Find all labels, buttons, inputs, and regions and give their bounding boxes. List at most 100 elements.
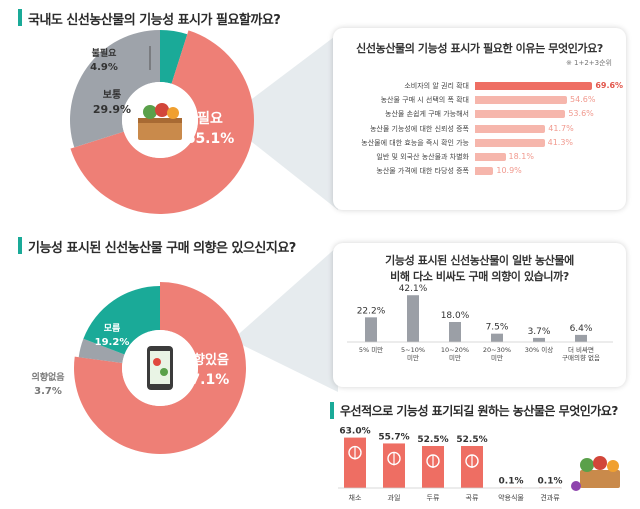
reasons-note: ※ 1+2+3순위	[565, 59, 612, 67]
reason-bar	[475, 110, 566, 119]
price-category: 30% 이상	[525, 345, 553, 354]
pie-slice-0	[70, 30, 255, 215]
reason-row: 일반 및 외국산 농산물과 차별화 18.1%	[341, 151, 621, 163]
q3-title: 우선적으로 기능성 표기되길 원하는 농산물은 무엇인가요?	[340, 404, 618, 418]
price-category: 미만	[449, 353, 461, 362]
pie-slice-1	[69, 30, 160, 148]
vegetable-basket-icon	[571, 456, 620, 491]
price-value: 42.1%	[399, 284, 428, 294]
bean-icon	[426, 454, 440, 468]
reason-row: 농산물 기능성에 대한 신뢰성 증폭 41.7%	[341, 123, 621, 135]
crop-value: 55.7%	[378, 432, 409, 442]
price-card: 기능성 표시된 신선농산물이 일반 농산물에 비해 다소 비싸도 구매 의향이 …	[333, 243, 626, 387]
price-category: 10~20%	[441, 346, 469, 354]
reason-value: 10.9%	[496, 166, 522, 176]
leaf-icon	[348, 445, 362, 460]
price-value: 18.0%	[441, 311, 470, 321]
pie-slice-0	[74, 282, 246, 454]
reason-label: 농산물 구매 시 선택의 폭 확대	[380, 96, 469, 105]
pie-value-0: 77.1%	[181, 372, 230, 388]
reason-label: 농산물 가격에 대한 타당성 증폭	[376, 167, 469, 176]
reason-label: 농산물에 대한 효능을 즉시 확인 가능	[361, 138, 469, 147]
reason-row: 농산물 손쉽게 구매 가능해서 53.6%	[341, 108, 621, 120]
reason-row: 소비자의 알 권리 확대 69.6%	[341, 80, 624, 92]
need-pie-chart: 필요 65.1% 보통 29.9% 불필요 4.9%	[69, 30, 255, 215]
reason-label: 농산물 기능성에 대한 신뢰성 증폭	[369, 124, 469, 133]
reason-bar	[475, 82, 593, 90]
crop-value: 52.5%	[417, 435, 448, 445]
reason-value: 41.7%	[548, 123, 574, 133]
price-category: 구매의향 없음	[562, 353, 600, 362]
q2-title: 기능성 표시된 신선농산물 구매 의향은 있으신지요?	[28, 241, 296, 256]
reason-bar	[475, 96, 568, 105]
pie-value-2: 4.9%	[90, 62, 118, 73]
section-marker	[18, 9, 22, 26]
reason-bar	[475, 167, 494, 176]
price-category: 20~30%	[483, 346, 511, 354]
price-bar	[449, 322, 461, 342]
price-value: 22.2%	[357, 306, 386, 316]
reason-label: 일반 및 외국산 농산물과 차별화	[376, 153, 469, 161]
price-value: 7.5%	[486, 323, 509, 333]
pie-label-2: 모름	[104, 323, 121, 334]
pie-label-1: 보통	[103, 89, 121, 101]
crop-category: 과일	[388, 493, 401, 502]
reason-label: 소비자의 알 권리 확대	[404, 82, 469, 90]
price-category: 5~10%	[401, 346, 425, 354]
price-title: 기능성 표시된 신선농산물이 일반 농산물에 비해 다소 비싸도 구매 의향이 …	[385, 254, 574, 283]
price-category: 더 비싸면	[568, 345, 594, 354]
pie-slice-2	[83, 286, 160, 355]
reason-value: 18.1%	[508, 152, 534, 161]
crop-bar-chart: 63.0% 채소 55.7% 과일 52.5% 두류 52.5% 곡류 0.1% 약용식물 0.1%…	[338, 427, 620, 502]
reason-bar	[475, 124, 546, 133]
crop-category: 채소	[349, 493, 362, 502]
crop-category: 견과류	[540, 493, 560, 502]
pie-value-1: 29.9%	[93, 103, 131, 116]
price-value: 6.4%	[570, 324, 593, 334]
price-bar	[575, 334, 587, 342]
section-marker	[330, 402, 334, 419]
pie-label-1: 의향없음	[31, 371, 64, 383]
reason-value: 69.6%	[595, 81, 624, 90]
price-bar	[407, 295, 419, 342]
reason-row: 농산물 구매 시 선택의 폭 확대 54.6%	[341, 94, 621, 106]
pie-label-0: 의향있음	[181, 352, 229, 368]
reason-value: 53.6%	[568, 109, 594, 119]
pie-label-2: 불필요	[92, 47, 118, 59]
reason-value: 54.6%	[570, 95, 596, 105]
crop-value: 0.1%	[538, 477, 563, 487]
pie-value-1: 3.7%	[34, 386, 62, 397]
crop-value: 52.5%	[456, 435, 487, 445]
reason-label: 농산물 손쉽게 구매 가능해서	[385, 110, 469, 119]
crop-bar	[344, 437, 366, 488]
reason-row: 농산물 가격에 대한 타당성 증폭 10.9%	[341, 165, 621, 177]
pie-value-0: 65.1%	[186, 131, 235, 147]
smartphone-icon	[147, 346, 173, 390]
price-category: 미만	[407, 353, 419, 362]
reason-bar	[475, 153, 506, 161]
price-bar	[491, 333, 503, 342]
pie-label-0: 필요	[197, 110, 223, 127]
reasons-card: 신선농산물의 기능성 표시가 필요한 이유는 무엇인가요? ※ 1+2+3순위 …	[333, 28, 626, 210]
reason-row: 농산물에 대한 효능을 즉시 확인 가능 41.3%	[341, 137, 621, 149]
price-value: 3.7%	[528, 327, 551, 337]
reason-bar	[475, 138, 545, 147]
crop-value: 0.1%	[499, 477, 524, 487]
q1-title: 국내도 신선농산물의 기능성 표시가 필요할까요?	[28, 13, 281, 28]
apple-icon	[387, 451, 401, 466]
pie-value-2: 19.2%	[95, 337, 130, 348]
produce-box-icon	[138, 103, 182, 140]
crop-category: 두류	[427, 494, 440, 502]
intent-pie-chart: 의향있음 77.1% 의향없음 3.7% 모름 19.2%	[31, 282, 246, 454]
pie-slice-1	[78, 338, 125, 364]
crop-category: 곡류	[466, 494, 479, 502]
price-category: 미만	[491, 353, 503, 362]
crop-value: 63.0%	[339, 427, 370, 437]
price-category: 5% 미만	[359, 345, 383, 354]
grain-icon	[465, 454, 479, 468]
pie-slice-2	[160, 30, 188, 84]
price-bar	[533, 337, 545, 342]
crop-category: 약용식물	[498, 493, 524, 502]
reasons-title: 신선농산물의 기능성 표시가 필요한 이유는 무엇인가요?	[356, 42, 603, 55]
